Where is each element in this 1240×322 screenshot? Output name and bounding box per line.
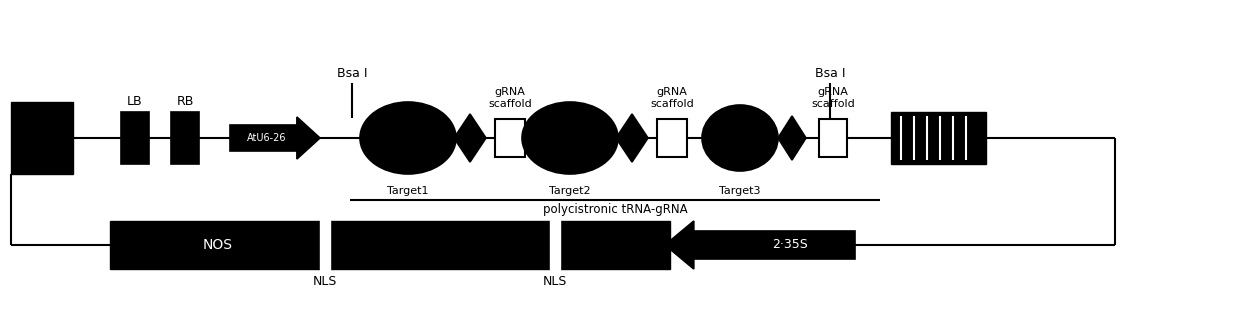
Bar (229, 125, 296, 151)
Bar (122, 112, 149, 164)
Text: Bsa I: Bsa I (337, 67, 367, 80)
Text: Bsa I: Bsa I (815, 67, 846, 80)
Text: NLS: NLS (312, 275, 337, 288)
Bar (818, 119, 847, 157)
Text: AtU6-26: AtU6-26 (247, 133, 286, 143)
Bar (657, 119, 687, 157)
Polygon shape (777, 116, 806, 160)
Text: Target2: Target2 (549, 186, 590, 196)
Text: NLS: NLS (543, 275, 567, 288)
Bar (694, 231, 856, 260)
Text: gRNA
scaffold: gRNA scaffold (811, 87, 854, 109)
Bar (110, 221, 670, 269)
Text: NOS: NOS (202, 238, 233, 252)
Polygon shape (296, 117, 320, 159)
Polygon shape (616, 114, 649, 162)
Text: LB: LB (128, 95, 143, 108)
Bar (171, 112, 198, 164)
Ellipse shape (702, 105, 777, 171)
Ellipse shape (522, 102, 618, 174)
Text: polycistronic tRNA-gRNA: polycistronic tRNA-gRNA (543, 203, 687, 216)
Bar (551, 220, 560, 270)
Polygon shape (665, 221, 694, 269)
Text: 2·35S: 2·35S (773, 239, 808, 251)
Ellipse shape (360, 102, 456, 174)
Text: Target1: Target1 (387, 186, 429, 196)
Text: Target3: Target3 (719, 186, 761, 196)
Text: RB: RB (176, 95, 193, 108)
Bar (890, 112, 986, 164)
Text: gRNA
scaffold: gRNA scaffold (489, 87, 532, 109)
Bar (11, 102, 73, 174)
Bar (495, 119, 525, 157)
Text: gRNA
scaffold: gRNA scaffold (650, 87, 694, 109)
Bar (320, 220, 330, 270)
Polygon shape (454, 114, 486, 162)
